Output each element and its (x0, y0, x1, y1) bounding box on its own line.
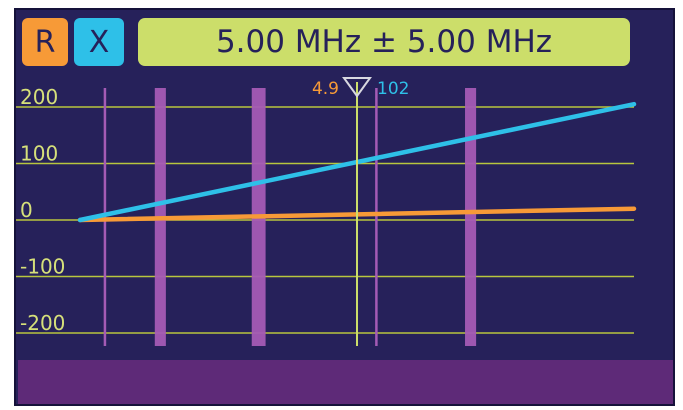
marker-r-value: 4.9 (312, 79, 339, 99)
frequency-display[interactable]: 5.00 MHz ± 5.00 MHz (138, 18, 630, 66)
band-2 (465, 88, 477, 346)
marker-triangle-icon[interactable] (342, 77, 372, 98)
y-tick-label-0: 0 (20, 198, 33, 222)
y-tick-group: 200 100 0 -100 -200 (20, 85, 65, 335)
marker-x-value: 102 (377, 79, 409, 99)
y-tick-label-100: 100 (20, 142, 58, 166)
y-tick-label-200: 200 (20, 85, 58, 109)
plot-area: 4.9 102 200 100 0 -100 -200 (16, 77, 637, 346)
r-button[interactable]: R (22, 18, 68, 66)
x-button[interactable]: X (74, 18, 124, 66)
analyzer-screen: R X 5.00 MHz ± 5.00 MHz 4.9 102 200 100 0 -… (14, 8, 675, 406)
status-bar (18, 360, 673, 404)
marker-group: 4.9 102 (312, 77, 409, 346)
y-tick-label--100: -100 (20, 255, 65, 279)
y-tick-label--200: -200 (20, 311, 65, 335)
